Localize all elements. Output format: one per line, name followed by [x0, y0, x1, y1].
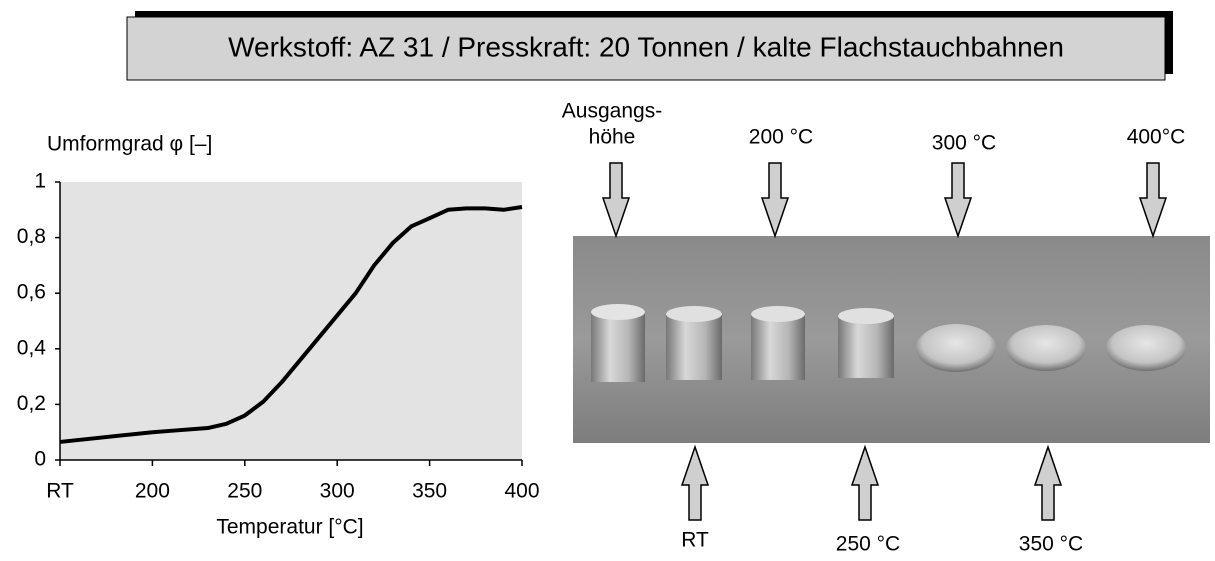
title-box — [126, 16, 1166, 81]
photo — [573, 236, 1210, 443]
arrow — [1138, 162, 1168, 239]
specimen — [666, 312, 722, 380]
specimen — [751, 312, 805, 380]
x-tick-label: 350 — [412, 480, 447, 503]
photo-label: 400°C — [1127, 126, 1186, 149]
photo-label: höhe — [589, 126, 636, 149]
x-tick-label: 300 — [320, 480, 355, 503]
y-tick-label: 0,6 — [17, 281, 46, 304]
data-line — [59, 205, 523, 444]
photo-label: Ausgangs- — [562, 100, 662, 123]
x-axis-label: Temperatur [°C] — [216, 516, 363, 539]
specimen — [591, 310, 645, 382]
y-tick-label: 0,4 — [17, 336, 47, 359]
arrow — [850, 444, 880, 521]
x-tick-label: RT — [46, 480, 74, 503]
specimen — [666, 306, 722, 322]
specimen — [916, 324, 996, 372]
y-axis-label: Umformgrad φ [–] — [47, 133, 212, 156]
arrow — [680, 444, 710, 521]
arrow — [760, 162, 790, 239]
photo-label: 350 °C — [1019, 533, 1083, 556]
y-tick-label: 1 — [34, 170, 46, 193]
specimen — [591, 304, 645, 320]
plot-area — [60, 182, 522, 460]
arrow — [601, 162, 631, 239]
photo-label: RT — [681, 529, 709, 552]
title: Werkstoff: AZ 31 / Presskraft: 20 Tonnen… — [228, 31, 1064, 62]
specimen — [838, 314, 894, 378]
specimen — [1106, 325, 1186, 371]
specimen — [751, 306, 805, 322]
arrow — [1033, 444, 1063, 521]
specimen — [838, 308, 894, 324]
x-tick-label: 400 — [504, 480, 539, 503]
photo-label: 300 °C — [932, 132, 996, 155]
photo-label: 250 °C — [836, 533, 900, 556]
y-tick-label: 0 — [34, 448, 46, 471]
arrow — [943, 162, 973, 239]
plot: 0 0,2 0,4 0,6 0,8 1 RT 200 250 300 350 400 — [17, 170, 540, 503]
y-tick-label: 0,2 — [17, 392, 46, 415]
y-tick-label: 0,8 — [17, 225, 46, 248]
photo-label: 200 °C — [749, 126, 813, 149]
arrows — [601, 162, 1168, 521]
x-tick-label: 250 — [227, 480, 262, 503]
x-tick-label: 200 — [135, 480, 170, 503]
specimen — [1006, 325, 1086, 371]
